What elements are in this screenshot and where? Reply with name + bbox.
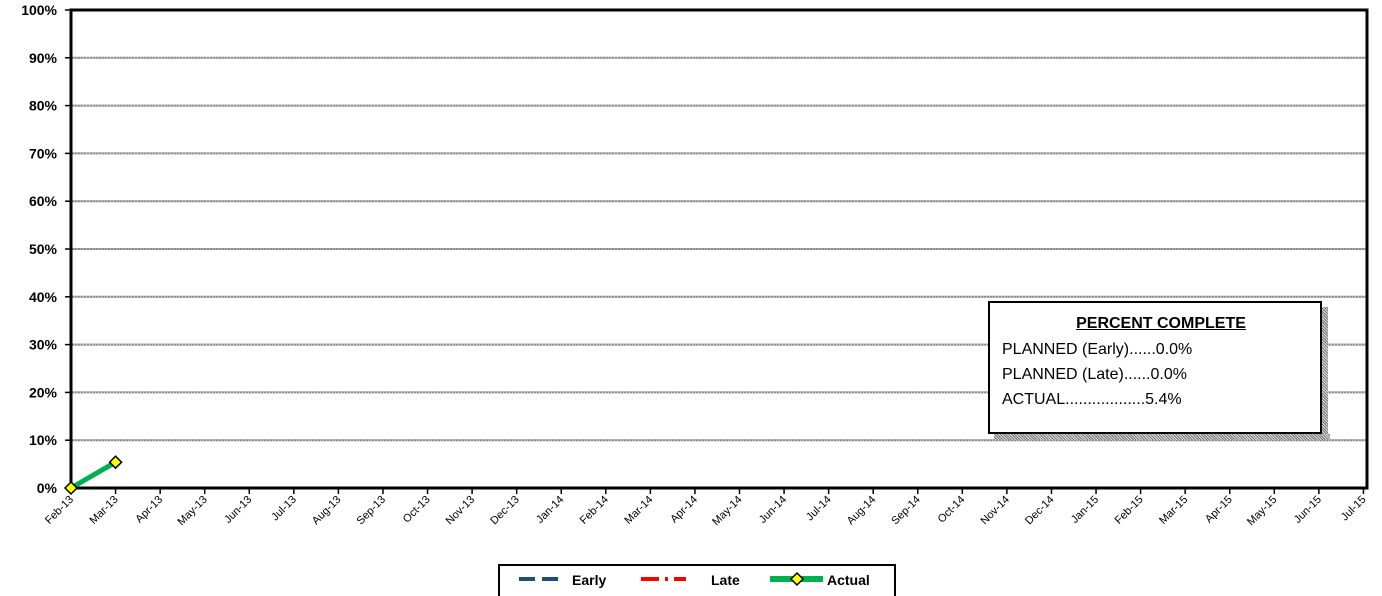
y-tick-label: 50% [29, 241, 58, 257]
x-tick-label: Sep-14 [889, 494, 923, 528]
x-tick-label: Feb-15 [1113, 494, 1146, 527]
planned-early-line: PLANNED (Early)......0.0% [1002, 341, 1193, 358]
series-point-actual [63, 480, 79, 496]
percent-complete-box: PERCENT COMPLETE PLANNED (Early)......0.… [988, 301, 1330, 440]
x-tick-label: Jul-15 [1339, 494, 1369, 524]
x-tick-label: Mar-15 [1157, 494, 1190, 527]
x-tick-label: Jul-13 [269, 494, 299, 524]
y-tick-label: 100% [21, 2, 57, 18]
x-axis-ticks: Feb-13 Mar-13 Apr-13 May-13 Jun-13 Jul-13 Aug-… [43, 488, 1369, 528]
y-tick-label: 40% [29, 289, 58, 305]
x-tick-label: Feb-14 [578, 494, 611, 527]
x-tick-label: Oct-14 [936, 494, 968, 526]
percent-complete-title: PERCENT COMPLETE [1076, 315, 1246, 332]
gridlines [71, 56, 1367, 442]
x-tick-label: Aug-13 [310, 494, 344, 528]
actual-line: ACTUAL..................5.4% [1002, 391, 1182, 408]
x-tick-label: Apr-14 [668, 494, 700, 526]
x-tick-label: May-15 [1245, 494, 1279, 528]
x-tick-label: May-13 [175, 494, 209, 528]
series-line-actual [69, 460, 117, 491]
x-tick-label: Jun-13 [222, 494, 254, 526]
x-tick-label: Feb-13 [43, 494, 76, 527]
x-tick-label: Oct-13 [401, 494, 433, 526]
legend-early-label: Early [572, 572, 606, 588]
y-tick-label: 80% [29, 98, 58, 114]
y-axis-ticks: 0% 10% 20% 30% 40% 50% 60% 70% 80% 90% 100% [21, 2, 71, 496]
legend-actual-label: Actual [827, 572, 870, 588]
series-point-actual [108, 455, 123, 470]
x-tick-label: Jul-14 [804, 494, 834, 524]
x-tick-label: Jun-15 [1292, 494, 1324, 526]
x-tick-label: Mar-13 [88, 494, 121, 527]
y-tick-label: 20% [29, 384, 58, 400]
y-tick-label: 70% [29, 145, 58, 161]
x-tick-label: Jan-14 [534, 494, 566, 526]
x-tick-label: Dec-14 [1023, 494, 1057, 528]
x-tick-label: May-14 [710, 494, 744, 528]
y-tick-label: 90% [29, 50, 58, 66]
series [63, 455, 123, 496]
box-shadow-right [1322, 307, 1328, 436]
x-tick-label: Apr-15 [1203, 494, 1235, 526]
legend-actual-marker [789, 571, 805, 587]
x-tick-label: Jan-15 [1069, 494, 1101, 526]
x-tick-label: Nov-14 [978, 494, 1012, 528]
legend-box [498, 564, 896, 596]
y-tick-label: 10% [29, 432, 58, 448]
x-tick-label: Dec-13 [488, 494, 522, 528]
box-shadow-bottom [994, 434, 1330, 440]
y-tick-label: 60% [29, 193, 58, 209]
legend-late-label: Late [711, 572, 740, 588]
x-tick-label: Jun-14 [757, 494, 789, 526]
x-tick-label: Apr-13 [133, 494, 165, 526]
x-tick-label: Nov-13 [444, 494, 478, 528]
x-tick-label: Aug-14 [845, 494, 879, 528]
legend: Early Late Actual [498, 564, 896, 596]
x-tick-label: Mar-14 [622, 494, 655, 527]
x-tick-label: Sep-13 [355, 494, 389, 528]
y-tick-label: 30% [29, 337, 58, 353]
y-tick-label: 0% [37, 480, 58, 496]
planned-late-line: PLANNED (Late)......0.0% [1002, 366, 1187, 383]
